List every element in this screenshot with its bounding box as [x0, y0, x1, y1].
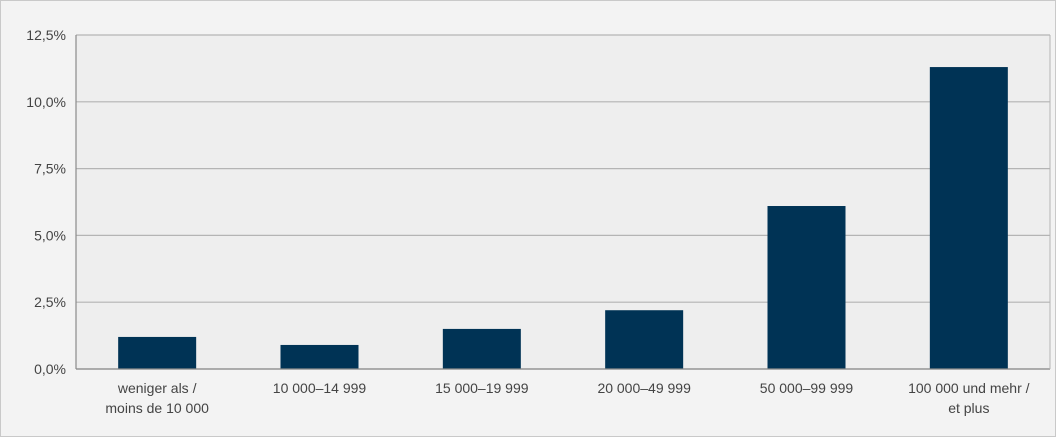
axes: [75, 35, 1051, 370]
bar: [442, 328, 521, 369]
x-category-label-line: 50 000–99 999: [760, 380, 854, 396]
x-category-label: 100 000 und mehr / et plus: [908, 380, 1030, 416]
y-tick-label: 2,5%: [34, 294, 66, 310]
x-category-label: weniger als / moins de 10 000: [105, 380, 209, 416]
x-category-label-line: 20 000–49 999: [597, 380, 691, 396]
bar: [605, 310, 684, 369]
x-category-label-line: 15 000–19 999: [435, 380, 529, 396]
bar: [280, 344, 359, 369]
y-tick-labels: 0,0% 2,5% 5,0% 7,5% 10,0% 12,5%: [26, 27, 66, 377]
plot-area: [76, 35, 1050, 369]
y-tick-label: 0,0%: [34, 361, 66, 377]
bar: [118, 336, 197, 369]
x-category-labels: weniger als / moins de 10 000 10 000–14 99…: [105, 380, 1029, 416]
x-category-label-line: weniger als /: [117, 380, 197, 396]
x-category-label-line: 100 000 und mehr /: [908, 380, 1030, 396]
bar: [767, 206, 846, 369]
bar: [929, 67, 1008, 370]
y-tick-label: 5,0%: [34, 227, 66, 243]
x-category-label: 50 000–99 999: [760, 380, 854, 396]
y-tick-label: 10,0%: [26, 94, 66, 110]
x-category-label-line: moins de 10 000: [105, 400, 209, 416]
x-category-label: 15 000–19 999: [435, 380, 529, 396]
x-category-label-line: et plus: [948, 400, 989, 416]
y-tick-label: 12,5%: [26, 27, 66, 43]
x-category-label: 20 000–49 999: [597, 380, 691, 396]
x-category-label: 10 000–14 999: [273, 380, 367, 396]
bars: [118, 67, 1008, 370]
y-tick-label: 7,5%: [34, 161, 66, 177]
x-category-label-line: 10 000–14 999: [273, 380, 367, 396]
